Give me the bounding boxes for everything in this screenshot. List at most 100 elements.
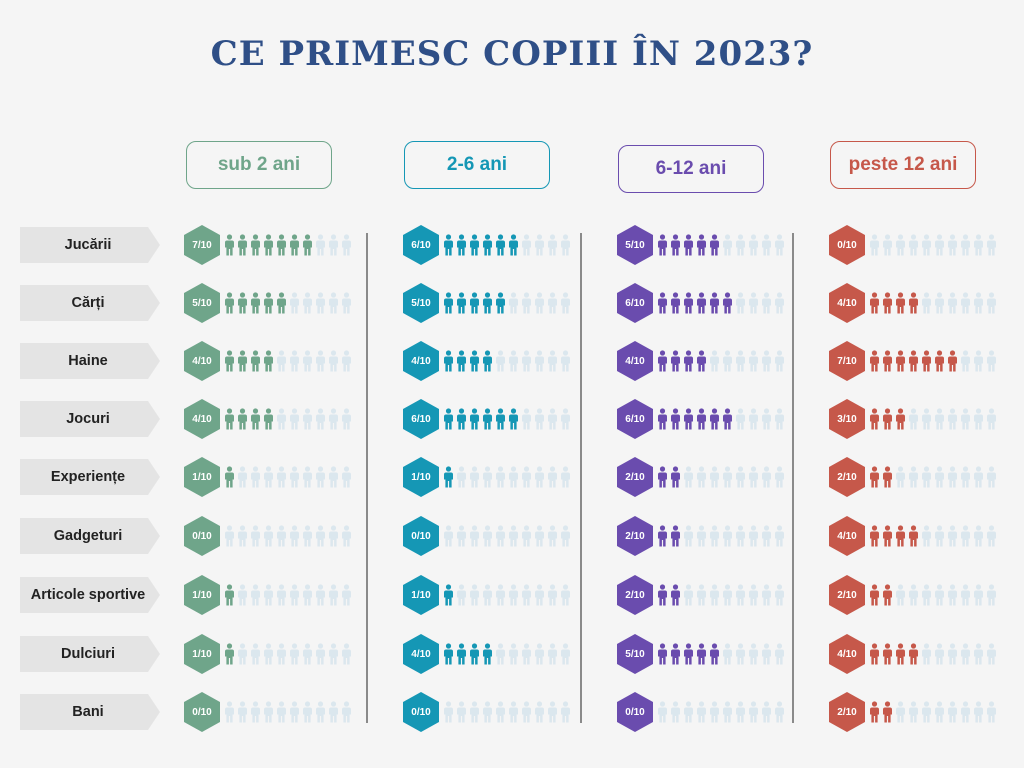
person-icon-empty (263, 701, 274, 723)
person-icon-empty (560, 292, 571, 314)
person-icon-filled (495, 292, 506, 314)
person-icon-empty (341, 234, 352, 256)
person-icon-empty (534, 584, 545, 606)
person-icon-filled (921, 350, 932, 372)
value-badge: 4/10 (829, 516, 865, 556)
person-icon-empty (934, 408, 945, 430)
person-icon-empty (921, 701, 932, 723)
person-icon-filled (908, 525, 919, 547)
person-icon-empty (237, 584, 248, 606)
person-icon-filled (722, 292, 733, 314)
person-icon-filled (263, 292, 274, 314)
person-icon-empty (521, 350, 532, 372)
value-badge: 1/10 (403, 575, 439, 615)
person-icon-empty (761, 525, 772, 547)
person-icon-filled (224, 408, 235, 430)
person-icon-filled (224, 466, 235, 488)
person-icon-empty (748, 701, 759, 723)
person-icon-empty (560, 466, 571, 488)
person-icon-empty (237, 525, 248, 547)
person-icon-filled (670, 408, 681, 430)
person-icon-empty (960, 234, 971, 256)
person-icon-filled (709, 234, 720, 256)
person-icon-empty (495, 350, 506, 372)
person-icon-filled (882, 643, 893, 665)
person-icon-filled (670, 234, 681, 256)
row-label: Cărți (20, 285, 160, 321)
person-icon-empty (986, 643, 997, 665)
column-header-6-12-ani: 6-12 ani (618, 145, 764, 193)
row-label: Bani (20, 694, 160, 730)
person-icon-empty (482, 701, 493, 723)
person-icon-filled (443, 350, 454, 372)
person-icon-empty (276, 701, 287, 723)
person-icon-empty (947, 701, 958, 723)
person-icon-empty (947, 234, 958, 256)
person-icon-filled (696, 408, 707, 430)
person-icon-filled (696, 643, 707, 665)
person-icon-empty (908, 584, 919, 606)
person-icon-filled (302, 234, 313, 256)
person-icon-empty (934, 701, 945, 723)
person-icon-empty (722, 466, 733, 488)
person-icon-empty (696, 466, 707, 488)
person-icon-empty (709, 466, 720, 488)
person-icon-empty (534, 292, 545, 314)
value-badge: 1/10 (403, 457, 439, 497)
person-icon-empty (947, 466, 958, 488)
person-icon-empty (263, 466, 274, 488)
value-badge: 0/10 (184, 516, 220, 556)
person-icon-empty (908, 701, 919, 723)
person-icon-empty (547, 350, 558, 372)
person-icon-empty (482, 584, 493, 606)
person-icon-empty (237, 643, 248, 665)
value-badge: 4/10 (403, 634, 439, 674)
person-icon-empty (748, 643, 759, 665)
person-icon-empty (276, 525, 287, 547)
person-icon-empty (289, 643, 300, 665)
person-icon-empty (774, 408, 785, 430)
person-icon-empty (456, 701, 467, 723)
person-icon-filled (508, 234, 519, 256)
person-icon-empty (534, 466, 545, 488)
person-icon-filled (908, 292, 919, 314)
person-icon-empty (774, 643, 785, 665)
column-divider (366, 233, 368, 723)
person-icon-empty (341, 525, 352, 547)
person-icon-filled (443, 408, 454, 430)
value-badge: 2/10 (829, 692, 865, 732)
person-icon-empty (657, 701, 668, 723)
person-icon-filled (869, 525, 880, 547)
person-icon-empty (986, 408, 997, 430)
person-icon-empty (508, 292, 519, 314)
person-icon-empty (722, 584, 733, 606)
person-icon-empty (973, 701, 984, 723)
person-icon-empty (443, 525, 454, 547)
person-icon-filled (670, 466, 681, 488)
person-icon-empty (328, 525, 339, 547)
person-icon-empty (328, 701, 339, 723)
person-icon-filled (895, 292, 906, 314)
person-icon-filled (670, 584, 681, 606)
person-icon-empty (289, 525, 300, 547)
person-icon-empty (934, 234, 945, 256)
value-badge: 1/10 (184, 634, 220, 674)
person-icon-empty (521, 408, 532, 430)
person-icon-empty (560, 350, 571, 372)
person-icon-empty (986, 350, 997, 372)
person-icon-empty (683, 466, 694, 488)
person-icon-empty (560, 701, 571, 723)
row-label: Gadgeturi (20, 518, 160, 554)
person-icon-empty (341, 701, 352, 723)
person-icon-filled (443, 584, 454, 606)
column-header-2-6-ani: 2-6 ani (404, 141, 550, 189)
row-label: Articole sportive (20, 577, 160, 613)
person-icon-empty (761, 350, 772, 372)
person-icon-empty (709, 350, 720, 372)
person-icon-filled (657, 525, 668, 547)
person-icon-filled (683, 350, 694, 372)
person-icon-filled (709, 408, 720, 430)
person-icon-filled (469, 408, 480, 430)
value-badge: 2/10 (617, 575, 653, 615)
row-label: Haine (20, 343, 160, 379)
